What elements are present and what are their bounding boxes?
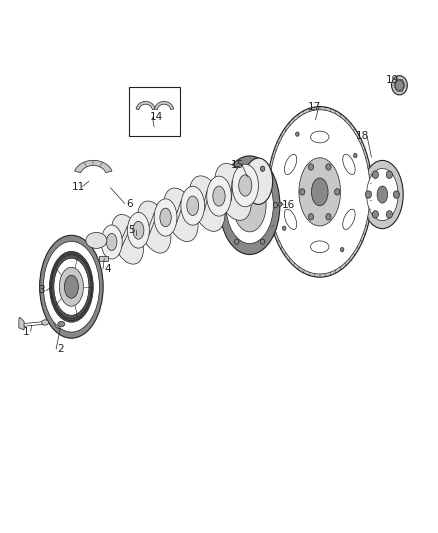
Ellipse shape xyxy=(181,187,205,225)
Ellipse shape xyxy=(54,258,89,315)
Ellipse shape xyxy=(160,208,171,227)
Ellipse shape xyxy=(164,188,198,241)
Circle shape xyxy=(273,203,278,208)
Circle shape xyxy=(326,214,331,220)
Ellipse shape xyxy=(311,241,329,253)
Circle shape xyxy=(235,166,239,172)
Ellipse shape xyxy=(377,186,388,203)
Ellipse shape xyxy=(267,107,372,277)
Text: 3: 3 xyxy=(38,286,45,295)
Ellipse shape xyxy=(138,201,171,253)
Ellipse shape xyxy=(127,213,149,248)
Ellipse shape xyxy=(43,241,99,332)
Text: 11: 11 xyxy=(71,182,85,191)
Ellipse shape xyxy=(213,186,225,206)
Circle shape xyxy=(260,166,265,172)
Ellipse shape xyxy=(361,160,403,229)
Circle shape xyxy=(372,211,378,218)
Circle shape xyxy=(353,154,357,158)
Ellipse shape xyxy=(215,163,251,221)
Circle shape xyxy=(308,214,314,220)
Ellipse shape xyxy=(232,164,258,207)
Circle shape xyxy=(372,171,378,179)
Ellipse shape xyxy=(239,175,252,196)
Ellipse shape xyxy=(40,236,103,338)
Circle shape xyxy=(300,189,305,195)
Ellipse shape xyxy=(189,176,225,231)
Polygon shape xyxy=(155,101,173,109)
Ellipse shape xyxy=(101,225,122,259)
Ellipse shape xyxy=(111,214,144,264)
Ellipse shape xyxy=(55,319,68,329)
Bar xyxy=(129,87,180,136)
Circle shape xyxy=(308,164,314,170)
Ellipse shape xyxy=(226,167,273,244)
Ellipse shape xyxy=(233,179,266,232)
Polygon shape xyxy=(136,101,155,109)
Ellipse shape xyxy=(269,110,370,274)
Ellipse shape xyxy=(49,251,93,322)
Ellipse shape xyxy=(219,156,280,255)
Text: 4: 4 xyxy=(104,264,111,274)
Ellipse shape xyxy=(64,275,78,298)
Text: 14: 14 xyxy=(150,112,163,122)
Circle shape xyxy=(386,211,392,218)
Ellipse shape xyxy=(106,233,117,251)
Circle shape xyxy=(393,191,399,198)
Ellipse shape xyxy=(367,168,398,221)
Circle shape xyxy=(222,203,226,208)
Ellipse shape xyxy=(42,320,49,325)
Ellipse shape xyxy=(244,158,272,204)
Ellipse shape xyxy=(207,176,231,216)
Circle shape xyxy=(296,132,299,136)
Ellipse shape xyxy=(299,158,341,226)
Circle shape xyxy=(326,164,331,170)
Circle shape xyxy=(260,239,265,244)
Circle shape xyxy=(235,239,239,244)
Text: 5: 5 xyxy=(128,225,135,235)
Bar xyxy=(99,256,108,261)
Ellipse shape xyxy=(311,178,328,206)
Ellipse shape xyxy=(86,232,107,248)
Text: 6: 6 xyxy=(126,199,133,208)
Circle shape xyxy=(279,202,282,206)
Circle shape xyxy=(340,247,344,252)
Text: 15: 15 xyxy=(231,160,244,170)
Ellipse shape xyxy=(343,209,355,229)
Text: 18: 18 xyxy=(356,131,369,141)
Polygon shape xyxy=(19,317,24,330)
Text: 1: 1 xyxy=(23,327,30,336)
Ellipse shape xyxy=(343,155,355,174)
Ellipse shape xyxy=(133,221,144,239)
Circle shape xyxy=(283,226,286,230)
Circle shape xyxy=(392,76,407,95)
Ellipse shape xyxy=(58,321,65,327)
Ellipse shape xyxy=(154,199,177,236)
Ellipse shape xyxy=(284,155,297,174)
Circle shape xyxy=(365,191,371,198)
Ellipse shape xyxy=(284,209,297,229)
Text: 2: 2 xyxy=(57,344,64,354)
Circle shape xyxy=(335,189,340,195)
Circle shape xyxy=(386,171,392,179)
Circle shape xyxy=(395,80,404,91)
Ellipse shape xyxy=(60,267,83,306)
Text: 19: 19 xyxy=(385,75,399,85)
Text: 17: 17 xyxy=(308,102,321,111)
Ellipse shape xyxy=(187,196,199,215)
Text: 16: 16 xyxy=(282,200,295,209)
Polygon shape xyxy=(74,160,112,173)
Ellipse shape xyxy=(311,131,329,143)
